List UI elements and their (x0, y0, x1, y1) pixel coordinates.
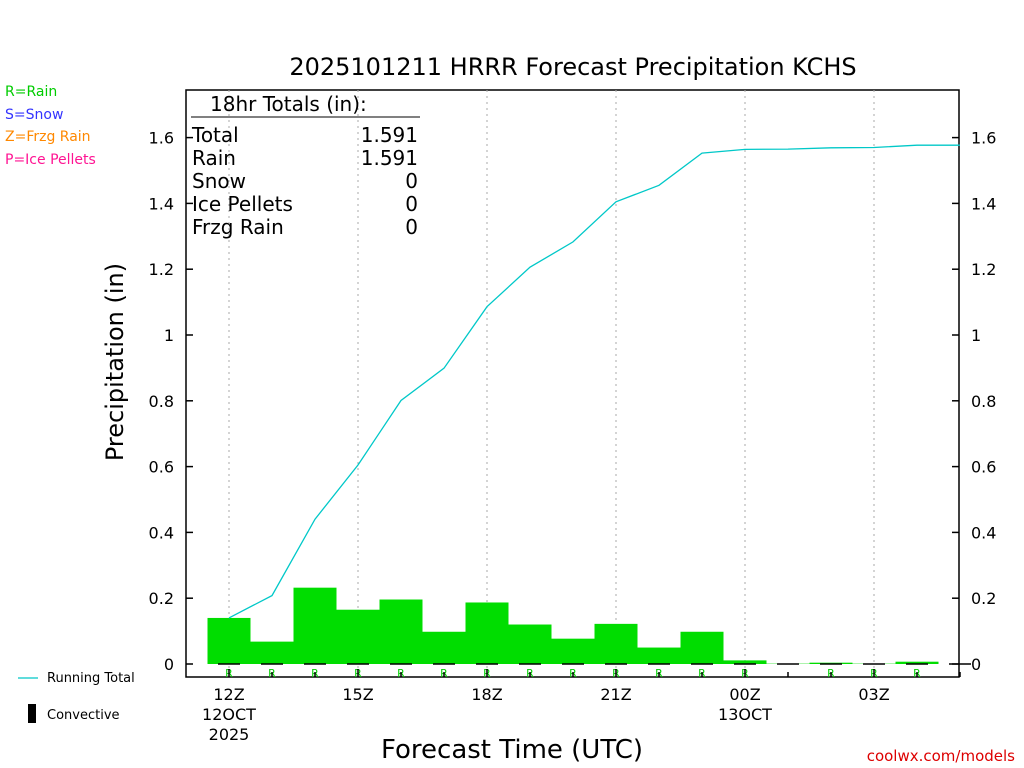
xtick-label-12-0: 00Z (729, 685, 760, 704)
convective-label: Convective (47, 708, 120, 723)
ytick-label-right-1: 0.2 (971, 589, 996, 608)
y-axis-left: 0 0.2 0.4 0.6 0.8 1 1.2 1.4 1.6 (149, 129, 193, 674)
ytick-label-left-6: 1.2 (149, 260, 174, 279)
chart-title: 2025101211 HRRR Forecast Precipitation K… (289, 53, 856, 81)
totals-header: 18hr Totals (in): (210, 92, 367, 116)
ytick-label-right-3: 0.6 (971, 458, 996, 477)
xtick-label-0-1: 12OCT (202, 705, 256, 724)
ytick-label-right-5: 1 (971, 326, 981, 345)
totals-value-ice-pellets: 0 (405, 192, 418, 216)
bar-hour-7 (508, 624, 552, 664)
totals-value-snow: 0 (405, 169, 418, 193)
y-axis-right: 0 0.2 0.4 0.6 0.8 1 1.2 1.4 1.6 (952, 129, 996, 674)
bar-hour-4 (379, 599, 423, 664)
bottom-legend: Running Total Convective (18, 671, 135, 723)
totals-label-rain: Rain (192, 146, 236, 170)
ytick-label-left-4: 0.8 (149, 392, 174, 411)
xtick-label-9-0: 21Z (600, 685, 631, 704)
totals-value-total: 1.591 (361, 123, 418, 147)
xtick-label-6-0: 18Z (471, 685, 502, 704)
bar-hour-16 (895, 661, 939, 664)
credit-link[interactable]: coolwx.com/models (867, 747, 1015, 765)
ytick-label-right-7: 1.4 (971, 194, 996, 213)
bar-hour-5 (422, 631, 466, 664)
legend-freezing-rain: Z=Frzg Rain (5, 129, 91, 145)
bar-hour-10 (637, 647, 681, 664)
ytick-label-left-7: 1.4 (149, 194, 174, 213)
precip-type-legend: R=Rain S=Snow Z=Frzg Rain P=Ice Pellets (5, 84, 96, 168)
running-total-label: Running Total (47, 671, 135, 686)
totals-value-rain: 1.591 (361, 146, 418, 170)
bar-hour-11 (680, 631, 724, 664)
totals-label-ice-pellets: Ice Pellets (192, 192, 293, 216)
xtick-label-0-0: 12Z (213, 685, 244, 704)
precip-bars (207, 587, 939, 664)
bar-hour-1 (250, 641, 294, 664)
running-total-line (228, 144, 960, 619)
xtick-label-3-0: 15Z (342, 685, 373, 704)
bar-hour-0 (207, 617, 251, 664)
ytick-label-left-0: 0 (164, 655, 174, 674)
totals-label-snow: Snow (192, 169, 246, 193)
ytick-label-left-8: 1.6 (149, 129, 174, 148)
y-axis-title: Precipitation (in) (101, 263, 129, 461)
ytick-label-left-5: 1 (164, 326, 174, 345)
xtick-label-15-0: 03Z (858, 685, 889, 704)
xtick-label-12-1: 13OCT (718, 705, 772, 724)
x-axis-title: Forecast Time (UTC) (381, 735, 643, 765)
totals-label-frzg-rain: Frzg Rain (192, 215, 284, 239)
ytick-label-right-6: 1.2 (971, 260, 996, 279)
convective-swatch (28, 704, 36, 723)
bar-hour-2 (293, 587, 337, 664)
ytick-label-left-2: 0.4 (149, 523, 174, 542)
bar-hour-9 (594, 623, 638, 664)
ytick-label-right-2: 0.4 (971, 523, 996, 542)
totals-label-total: Total (191, 123, 239, 147)
totals-value-frzg-rain: 0 (405, 215, 418, 239)
ytick-label-right-0: 0 (971, 655, 981, 674)
totals-box: 18hr Totals (in): Total 1.591 Rain 1.591… (191, 92, 420, 239)
bar-hour-3 (336, 609, 380, 664)
bar-hour-8 (551, 638, 595, 664)
bar-hour-6 (465, 602, 509, 664)
legend-snow: S=Snow (5, 107, 63, 123)
bar-hour-12 (723, 660, 767, 664)
ytick-label-right-8: 1.6 (971, 129, 996, 148)
ytick-label-left-1: 0.2 (149, 589, 174, 608)
legend-rain: R=Rain (5, 84, 57, 100)
xtick-label-0-2: 2025 (209, 725, 250, 744)
legend-ice-pellets: P=Ice Pellets (5, 152, 96, 168)
ytick-label-left-3: 0.6 (149, 458, 174, 477)
x-gridlines (228, 90, 875, 677)
ytick-label-right-4: 0.8 (971, 392, 996, 411)
